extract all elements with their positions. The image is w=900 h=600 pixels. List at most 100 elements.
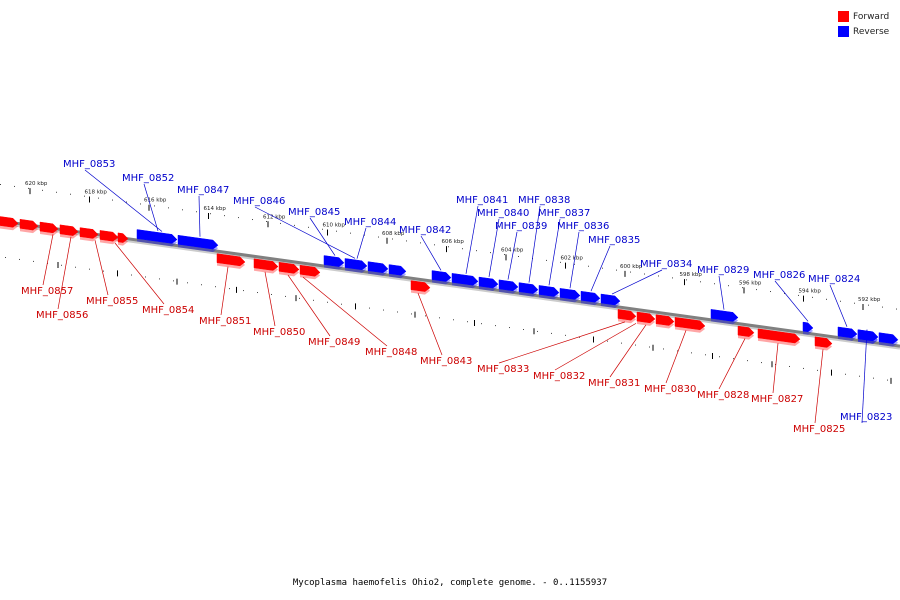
- guide-dot: [168, 207, 169, 209]
- gene-label-mhf-0848: MHF_0848: [365, 347, 417, 358]
- guide-dot: [201, 284, 202, 286]
- leader-line: [198, 195, 201, 237]
- ruler-tick-label: 620 kbp: [25, 181, 48, 187]
- guide-dot: [616, 269, 617, 271]
- backbone-shadow: [0, 221, 900, 350]
- gene-label-mhf-0831: MHF_0831: [588, 378, 640, 389]
- guide-dot: [672, 277, 673, 279]
- gene-label-mhf-0834: MHF_0834: [640, 259, 692, 270]
- gene-mhf-0837: [538, 285, 560, 300]
- leader-line: [611, 269, 663, 295]
- gene-forward-arrow: [99, 230, 119, 245]
- label-leader-lines: [42, 169, 868, 424]
- guide-dot: [257, 292, 258, 294]
- guide-dot: [607, 340, 608, 342]
- gene-arrow: [59, 224, 79, 236]
- guide-dot: [602, 267, 603, 269]
- guide-dot: [579, 336, 580, 338]
- gene-arrow: [538, 285, 560, 297]
- guide-dot: [131, 274, 132, 276]
- guide-dot: [61, 264, 62, 266]
- ruler-tick-label: 596 kbp: [739, 280, 762, 286]
- gene-arrow: [580, 290, 601, 303]
- leader-line: [718, 338, 746, 390]
- gene-label-mhf-0826: MHF_0826: [753, 270, 805, 281]
- gene-label-mhf-0845: MHF_0845: [288, 207, 340, 218]
- legend-item-reverse: Reverse: [838, 24, 889, 39]
- guide-dot: [481, 323, 482, 325]
- guide-dot: [565, 334, 566, 336]
- leader-line: [42, 234, 54, 286]
- guide-dot: [369, 307, 370, 309]
- guide-dot: [691, 352, 692, 354]
- guide-dot: [266, 220, 267, 222]
- guide-dot: [89, 268, 90, 270]
- guide-dot: [882, 306, 883, 308]
- gene-reverse-unlabeled: [857, 329, 879, 344]
- guide-dot: [588, 265, 589, 267]
- gene-label-mhf-0839: MHF_0839: [495, 221, 547, 232]
- gene-mhf-0842: [431, 270, 452, 285]
- guide-dot: [425, 315, 426, 317]
- gene-arrow: [278, 261, 300, 274]
- gene-arrow: [600, 293, 621, 306]
- guide-dot: [341, 303, 342, 305]
- guide-dot: [19, 258, 20, 260]
- gene-label-mhf-0847: MHF_0847: [177, 185, 229, 196]
- guide-dot: [826, 298, 827, 300]
- gene-arrow: [367, 261, 389, 273]
- guide-dot: [518, 256, 519, 258]
- forward-swatch: [838, 11, 849, 22]
- guide-dot: [350, 232, 351, 234]
- gene-label-mhf-0823: MHF_0823: [840, 412, 892, 423]
- guide-dot: [649, 346, 650, 348]
- gene-forward-arrow: [757, 328, 801, 347]
- guide-dot: [75, 266, 76, 268]
- guide-dot: [537, 330, 538, 332]
- guide-dot: [28, 187, 29, 189]
- guide-dot: [280, 222, 281, 224]
- guide-dot: [145, 276, 146, 278]
- gene-mhf-0845: [323, 255, 345, 270]
- leader-line: [220, 266, 229, 316]
- legend: Forward Reverse: [838, 9, 889, 39]
- gene-arrow: [451, 273, 479, 286]
- gene-label-mhf-0830: MHF_0830: [644, 384, 696, 395]
- guide-dot: [210, 213, 211, 215]
- guide-dot: [756, 289, 757, 291]
- gene-arrow: [177, 234, 219, 250]
- leader-line: [528, 205, 541, 283]
- leader-line: [861, 329, 868, 424]
- leader-line: [417, 292, 443, 356]
- gene-arrow: [344, 258, 368, 271]
- gene-label-mhf-0852: MHF_0852: [122, 173, 174, 184]
- guide-dot: [635, 344, 636, 346]
- gene-arrow: [636, 311, 656, 324]
- gene-reverse-unlabeled: [388, 264, 407, 279]
- gene-arrow: [674, 317, 706, 331]
- gene-forward-arrow: [79, 227, 99, 242]
- ruler-tick-label: 606 kbp: [442, 239, 465, 245]
- guide-dot: [420, 242, 421, 244]
- guide-dot: [574, 263, 575, 265]
- gene-arrow: [410, 280, 431, 292]
- gene-mhf-0838: [518, 282, 539, 297]
- leader-line: [829, 284, 848, 327]
- gene-label-mhf-0833: MHF_0833: [477, 364, 529, 375]
- guide-dot: [336, 230, 337, 232]
- leader-line: [665, 330, 687, 384]
- gene-arrow: [99, 230, 119, 242]
- gene-arrow: [617, 309, 637, 321]
- gene-label-mhf-0837: MHF_0837: [538, 208, 590, 219]
- guide-dot: [733, 358, 734, 360]
- gene-mhf-0826: [802, 321, 814, 335]
- gene-mhf-0829: [710, 309, 739, 325]
- guide-dot: [705, 354, 706, 356]
- guide-dot: [252, 219, 253, 221]
- ruler-tick-label: 610 kbp: [323, 223, 346, 229]
- guide-dot: [873, 377, 874, 379]
- gene-label-mhf-0856: MHF_0856: [36, 310, 88, 321]
- dotted-guides: [0, 184, 897, 381]
- ruler-tick-label: 602 kbp: [561, 256, 584, 262]
- guide-dot: [663, 348, 664, 350]
